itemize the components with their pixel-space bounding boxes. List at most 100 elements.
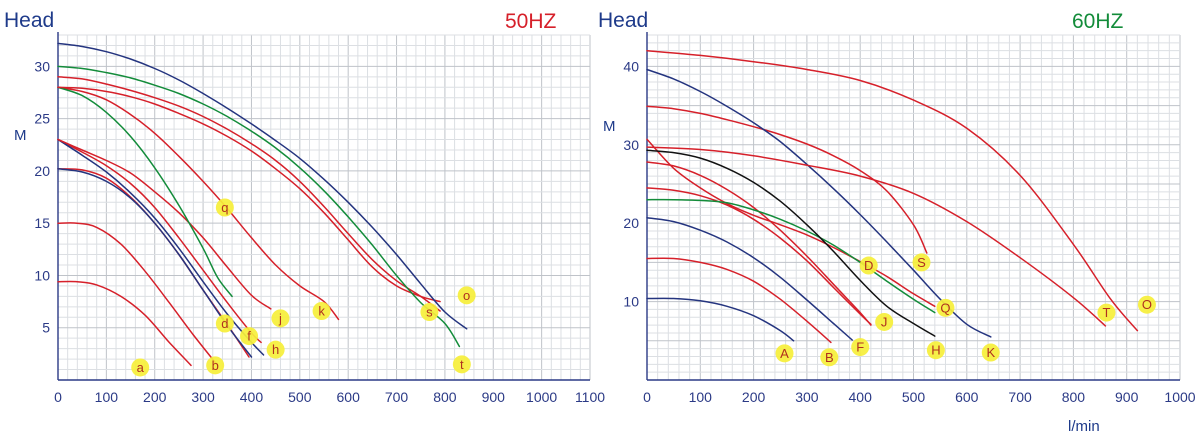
curve-label-text: A [780,346,789,361]
curve-label-marker [851,338,870,357]
series-line-50hz-9 [57,86,233,298]
y-tick-label: 20 [34,163,50,179]
series-line-60hz-4 [646,187,872,326]
curve-label-marker [981,343,1000,362]
series-line-60hz-5 [646,161,872,326]
curve-label-text: a [137,360,145,375]
curve-label-K: K [981,343,1000,362]
curve-label-text: S [917,255,926,270]
curve-label-marker [312,302,331,320]
x-tick-label: 200 [143,389,167,405]
chart-title-50hz: 50HZ [505,10,557,33]
series-line-60hz-8 [646,149,936,337]
curve-labels-50hz: a b d f h j k q s t o [131,198,476,377]
axes-50hz [57,32,590,381]
curve-label-F: F [851,338,870,357]
curve-label-A: A [775,344,794,363]
x-tick-label: 1000 [1164,389,1195,405]
x-tick-label: 0 [643,389,651,405]
curve-label-marker [1137,295,1156,314]
curve-label-B: B [820,348,839,367]
tick-labels-50hz: 0 100 200 300 400 500 600 700 800 900 1000 1100 5 10 1… [34,58,605,405]
x-tick-label: 100 [689,389,713,405]
curve-label-q: q [215,198,234,217]
x-tick-label: 900 [1115,389,1139,405]
x-tick-label: 500 [288,389,312,405]
y-tick-label: 25 [34,111,50,127]
y-tick-label: 15 [34,215,50,231]
x-tick-label: 900 [482,389,506,405]
curve-label-marker [936,298,955,317]
x-tick-label: 700 [385,389,409,405]
y-tick-label: 30 [34,58,50,74]
curve-label-k: k [312,302,331,320]
series-line-50hz-1 [57,280,192,367]
curve-label-marker [859,256,878,275]
x-tick-label: 400 [849,389,873,405]
curve-label-b: b [206,356,225,375]
curve-label-a: a [131,358,150,377]
y-tick-label: 40 [623,58,639,74]
series-line-60hz-11 [646,146,1107,327]
curve-label-text: B [825,350,834,365]
curve-label-marker [271,309,290,328]
curve-label-text: f [247,329,251,344]
series-group-60hz [646,49,1139,344]
curve-label-text: K [986,345,995,360]
curve-label-t: t [452,355,471,374]
curve-label-marker [452,355,471,374]
curve-label-text: Q [940,300,950,315]
x-tick-label: 800 [433,389,457,405]
curve-label-marker [420,303,439,322]
curve-label-s: s [420,303,439,322]
series-line-50hz-12 [57,65,461,348]
curve-label-marker [1097,303,1116,322]
axes-60hz [646,32,1180,381]
grid-60hz [646,34,1181,381]
x-tick-label: 800 [1062,389,1086,405]
series-line-60hz-9 [646,105,928,254]
curve-label-marker [240,327,259,346]
series-line-50hz-7 [57,138,272,310]
curve-label-text: T [1102,305,1110,320]
curve-label-j: j [271,309,290,328]
x-axis-label-60hz: l/min [1068,418,1100,435]
curve-label-text: o [463,288,470,303]
curve-label-marker [206,356,225,375]
curve-label-text: D [864,258,873,273]
x-tick-label: 1100 [575,389,605,405]
curve-label-d: d [215,314,234,333]
curve-label-marker [215,198,234,217]
curve-label-o: o [457,286,476,305]
curve-labels-60hz: A B F J D H K Q S T O [775,253,1156,367]
curve-label-D: D [859,256,878,275]
curve-label-J: J [875,312,894,331]
curve-label-text: J [881,314,888,329]
chart-50hz: a b d f h j k q s t o 0 100 200 300 400 500 600 700 800 900… [4,9,605,405]
x-tick-label: 400 [240,389,264,405]
curve-label-marker [215,314,234,333]
x-tick-label: 700 [1008,389,1032,405]
curve-label-h: h [266,340,285,359]
head-label-50hz: Head [4,9,54,32]
x-tick-label: 200 [742,389,766,405]
curve-label-marker [266,340,285,359]
curve-label-f: f [240,327,259,346]
curve-label-marker [457,286,476,305]
curve-label-text: b [212,358,219,373]
y-axis-label-60hz: M [603,118,616,135]
curve-label-text: q [221,200,228,215]
curve-label-marker [131,358,150,377]
curve-label-T: T [1097,303,1116,322]
x-tick-label: 100 [95,389,119,405]
curve-label-text: k [318,304,325,319]
series-line-60hz-2 [646,257,832,344]
head-label-60hz: Head [598,9,648,32]
y-tick-label: 10 [34,267,50,283]
curve-label-Q: Q [936,298,955,317]
series-line-60hz-7 [646,198,936,314]
series-line-50hz-11 [57,86,441,303]
series-line-50hz-10 [57,76,441,312]
series-line-50hz-5 [57,138,262,344]
